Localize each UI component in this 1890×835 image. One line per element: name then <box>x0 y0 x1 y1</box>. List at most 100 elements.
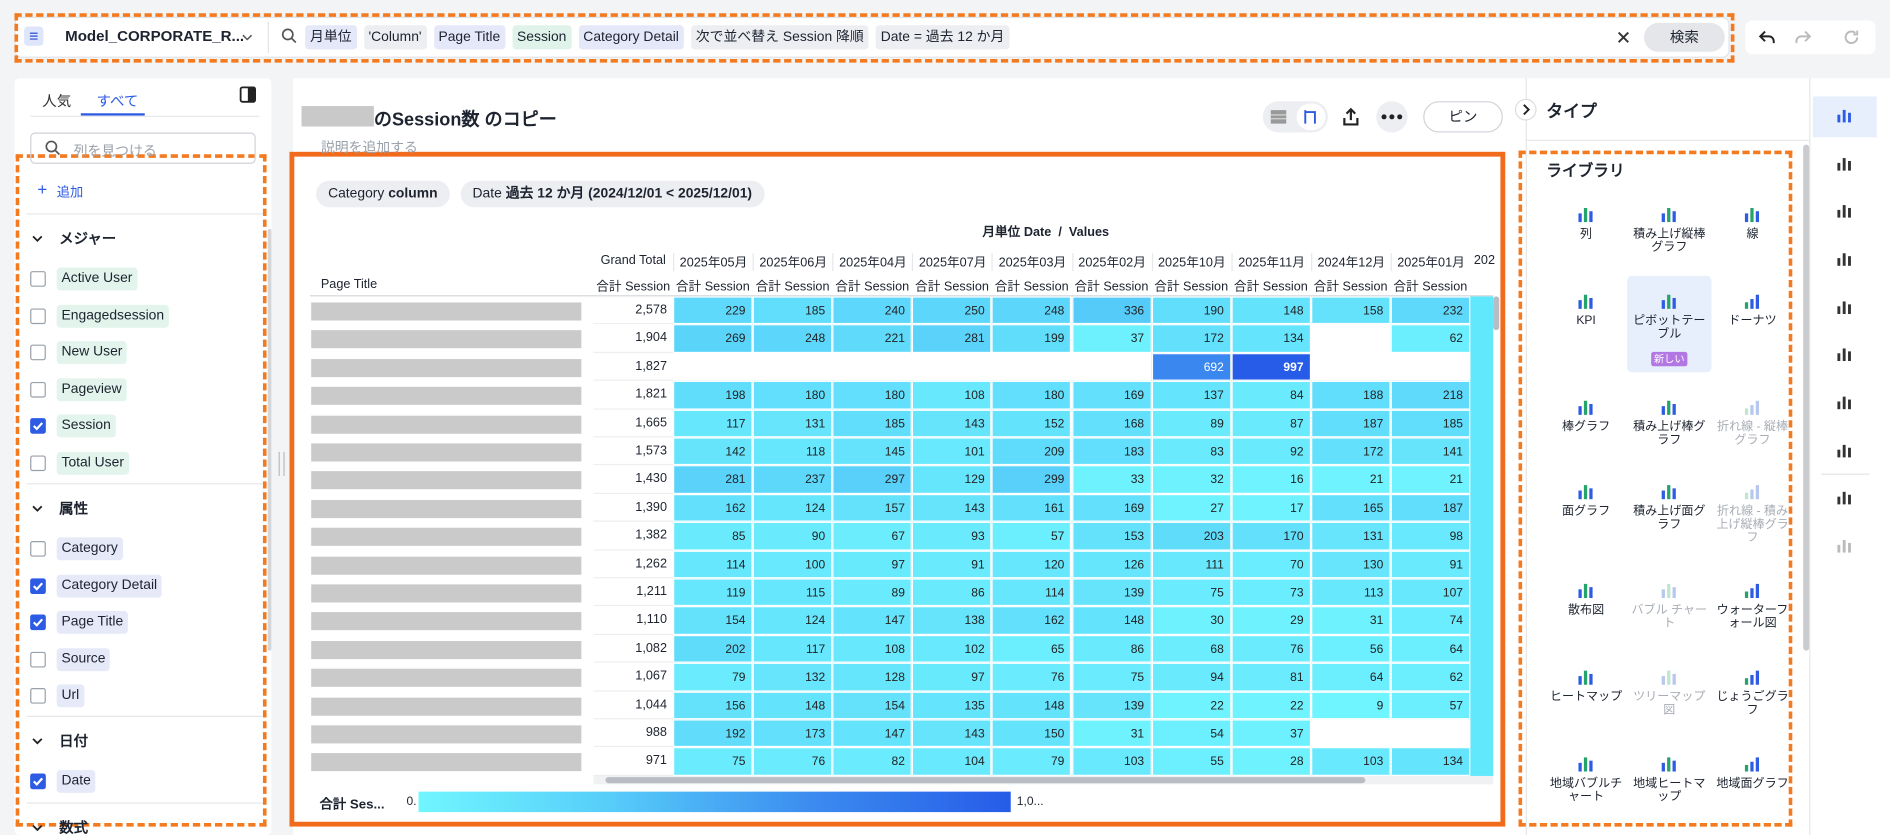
type-label[interactable]: 面グラフ <box>1561 504 1611 519</box>
rail-icon[interactable] <box>1835 441 1854 460</box>
type-label[interactable]: 地域ヒートマップ <box>1633 777 1706 804</box>
search-token[interactable]: 月単位 <box>305 25 357 50</box>
panel-toggle[interactable] <box>239 86 257 104</box>
checkbox[interactable] <box>30 307 46 324</box>
type-label[interactable]: ピボットテーブル <box>1633 314 1706 341</box>
checkbox[interactable] <box>30 344 46 361</box>
column-label[interactable]: Page Title <box>56 611 129 635</box>
checkbox[interactable] <box>30 271 46 287</box>
type-icon[interactable] <box>1575 481 1597 503</box>
type-icon[interactable] <box>1575 290 1597 312</box>
search-token[interactable]: 次で並べ替え Session 降順 <box>690 25 869 50</box>
checkbox[interactable] <box>30 773 46 790</box>
search-token[interactable]: Date = 過去 12 か月 <box>875 25 1010 50</box>
type-label[interactable]: KPI <box>1576 314 1596 328</box>
type-icon[interactable] <box>1742 666 1764 688</box>
rail-icon[interactable] <box>1835 393 1854 412</box>
splitter[interactable] <box>278 451 285 476</box>
redo-button[interactable] <box>1794 28 1813 47</box>
type-label[interactable]: 地域面グラフ <box>1716 777 1789 791</box>
column-label[interactable]: Url <box>56 684 85 708</box>
column-label[interactable]: Category <box>56 537 123 561</box>
type-icon[interactable] <box>1742 204 1764 226</box>
rail-icon[interactable] <box>1835 249 1854 268</box>
type-label[interactable]: ドーナツ <box>1728 314 1777 328</box>
type-icon[interactable] <box>1742 580 1764 602</box>
checkbox[interactable] <box>30 541 46 557</box>
checkbox[interactable] <box>30 455 46 472</box>
section-caret[interactable] <box>30 500 44 514</box>
search-token[interactable]: 'Column' <box>363 25 427 50</box>
type-icon[interactable] <box>1658 481 1680 503</box>
column-search[interactable] <box>30 132 256 164</box>
filter-chip[interactable]: Date 過去 12 か月 (2024/12/01 < 2025/12/01) <box>460 180 765 208</box>
column-label[interactable]: Source <box>56 647 111 671</box>
type-label[interactable]: 線 <box>1746 227 1759 241</box>
more-button[interactable] <box>1376 101 1408 133</box>
type-icon[interactable] <box>1742 753 1764 775</box>
rail-icon[interactable] <box>1835 298 1854 317</box>
menu-icon[interactable] <box>24 26 44 46</box>
chart-view[interactable] <box>1301 107 1320 126</box>
type-icon[interactable] <box>1658 204 1680 226</box>
section-caret[interactable] <box>30 230 44 244</box>
rail-icon[interactable] <box>1835 154 1854 173</box>
checkbox[interactable] <box>30 381 46 398</box>
filter-chip[interactable]: Category column <box>316 180 450 208</box>
tab[interactable]: 人気 <box>42 92 72 110</box>
tab[interactable]: すべて <box>96 92 139 110</box>
type-icon[interactable] <box>1742 290 1764 312</box>
h-scroll-thumb[interactable] <box>605 777 1366 784</box>
checkbox[interactable] <box>30 651 46 668</box>
type-icon[interactable] <box>1575 753 1597 775</box>
table-view[interactable] <box>1269 107 1288 126</box>
type-label[interactable]: 散布図 <box>1567 603 1605 617</box>
search-token[interactable]: Session <box>512 25 572 50</box>
type-label[interactable]: 積み上げ縦棒グラフ <box>1633 227 1706 255</box>
type-label[interactable]: 列 <box>1580 227 1593 241</box>
type-label[interactable]: ヒートマップ <box>1549 690 1623 704</box>
model-name[interactable]: Model_CORPORATE_R... <box>65 27 245 45</box>
column-label[interactable]: Total User <box>56 451 129 475</box>
type-label[interactable]: ウォーターフォール図 <box>1716 603 1789 631</box>
type-label[interactable]: じょうごグラフ <box>1716 690 1789 717</box>
type-icon[interactable] <box>1575 204 1597 226</box>
search-button[interactable]: 検索 <box>1643 22 1725 52</box>
type-label[interactable]: 積み上げ面グラフ <box>1633 504 1706 532</box>
type-icon[interactable] <box>1658 753 1680 775</box>
description[interactable]: 説明を追加する <box>320 140 418 156</box>
section-caret[interactable] <box>30 819 44 833</box>
add-button[interactable]: 追加 <box>56 185 84 201</box>
checkbox[interactable] <box>30 577 46 594</box>
type-icon[interactable] <box>1658 290 1680 312</box>
checkbox[interactable] <box>30 418 46 435</box>
rail-icon[interactable] <box>1835 345 1854 364</box>
column-label[interactable]: Engagedsession <box>56 304 169 328</box>
type-label[interactable]: 積み上げ棒グラフ <box>1633 420 1706 448</box>
column-label[interactable]: Session <box>56 414 116 438</box>
type-icon[interactable] <box>1575 396 1597 418</box>
section-caret[interactable] <box>30 733 44 747</box>
type-icon[interactable] <box>1575 666 1597 688</box>
refresh-button[interactable] <box>1842 28 1861 47</box>
column-label[interactable]: New User <box>56 341 128 365</box>
search-token[interactable]: Page Title <box>433 25 505 50</box>
undo-button[interactable] <box>1757 28 1776 47</box>
collapse-button[interactable] <box>1514 98 1537 121</box>
type-icon[interactable] <box>1658 396 1680 418</box>
column-label[interactable]: Active User <box>56 267 138 291</box>
column-label[interactable]: Category Detail <box>56 574 162 598</box>
rail-icon[interactable] <box>1835 201 1854 220</box>
pin-button[interactable]: ピン <box>1423 101 1503 133</box>
column-label[interactable]: Date <box>56 769 96 793</box>
clear-button[interactable] <box>1614 28 1633 47</box>
rail-icon[interactable] <box>1835 488 1854 507</box>
rail-icon[interactable] <box>1835 106 1854 125</box>
rail-icon[interactable] <box>1835 536 1854 555</box>
v-scroll-thumb[interactable] <box>1493 296 1500 331</box>
type-label[interactable]: 地域バブルチャート <box>1549 777 1623 804</box>
share-button[interactable] <box>1340 106 1362 128</box>
checkbox[interactable] <box>30 688 46 705</box>
search-token[interactable]: Category Detail <box>578 25 684 50</box>
type-label[interactable]: 棒グラフ <box>1561 420 1611 434</box>
